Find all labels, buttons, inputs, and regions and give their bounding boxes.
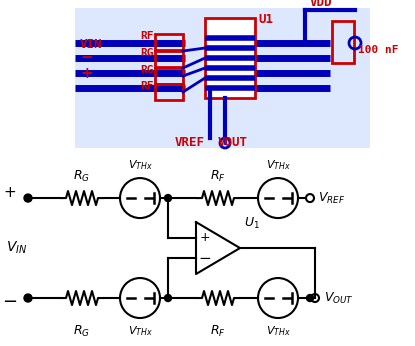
Text: $V_{OUT}$: $V_{OUT}$ bbox=[324, 291, 354, 306]
Text: RF: RF bbox=[140, 81, 154, 91]
Text: VIN: VIN bbox=[80, 38, 103, 51]
Text: $V_{IN}$: $V_{IN}$ bbox=[6, 240, 27, 256]
Text: $U_1$: $U_1$ bbox=[244, 216, 260, 231]
Circle shape bbox=[164, 194, 171, 202]
Text: $V_{THx}$: $V_{THx}$ bbox=[127, 324, 152, 338]
Circle shape bbox=[24, 294, 32, 302]
Bar bbox=[155, 34, 183, 50]
Text: $V_{REF}$: $V_{REF}$ bbox=[318, 191, 345, 206]
Text: $V_{THx}$: $V_{THx}$ bbox=[266, 324, 290, 338]
Text: −: − bbox=[199, 251, 211, 266]
Circle shape bbox=[307, 294, 313, 301]
Bar bbox=[155, 68, 183, 84]
Text: VOUT: VOUT bbox=[218, 136, 248, 149]
Bar bbox=[155, 84, 183, 100]
Text: +: + bbox=[4, 184, 16, 200]
Bar bbox=[75, 8, 370, 148]
Circle shape bbox=[24, 194, 32, 202]
Bar bbox=[332, 21, 354, 63]
Text: RG: RG bbox=[140, 48, 154, 58]
Text: $R_F$: $R_F$ bbox=[210, 324, 226, 339]
Circle shape bbox=[164, 294, 171, 301]
Bar bbox=[155, 51, 183, 67]
Text: $V_{THx}$: $V_{THx}$ bbox=[266, 158, 290, 172]
Text: RG: RG bbox=[140, 65, 154, 75]
Text: VDD: VDD bbox=[310, 0, 332, 9]
Text: $R_G$: $R_G$ bbox=[73, 324, 90, 339]
Text: $V_{THx}$: $V_{THx}$ bbox=[127, 158, 152, 172]
Text: −: − bbox=[2, 293, 17, 311]
Text: U1: U1 bbox=[258, 13, 273, 26]
Text: +: + bbox=[200, 231, 210, 244]
Text: −: − bbox=[80, 50, 93, 65]
Text: $R_F$: $R_F$ bbox=[210, 169, 226, 184]
Text: +: + bbox=[80, 66, 93, 81]
Text: $R_G$: $R_G$ bbox=[73, 169, 90, 184]
Text: 100 nF: 100 nF bbox=[358, 45, 398, 55]
Bar bbox=[205, 18, 255, 98]
Text: RF: RF bbox=[140, 31, 154, 41]
Text: VREF: VREF bbox=[175, 136, 205, 149]
